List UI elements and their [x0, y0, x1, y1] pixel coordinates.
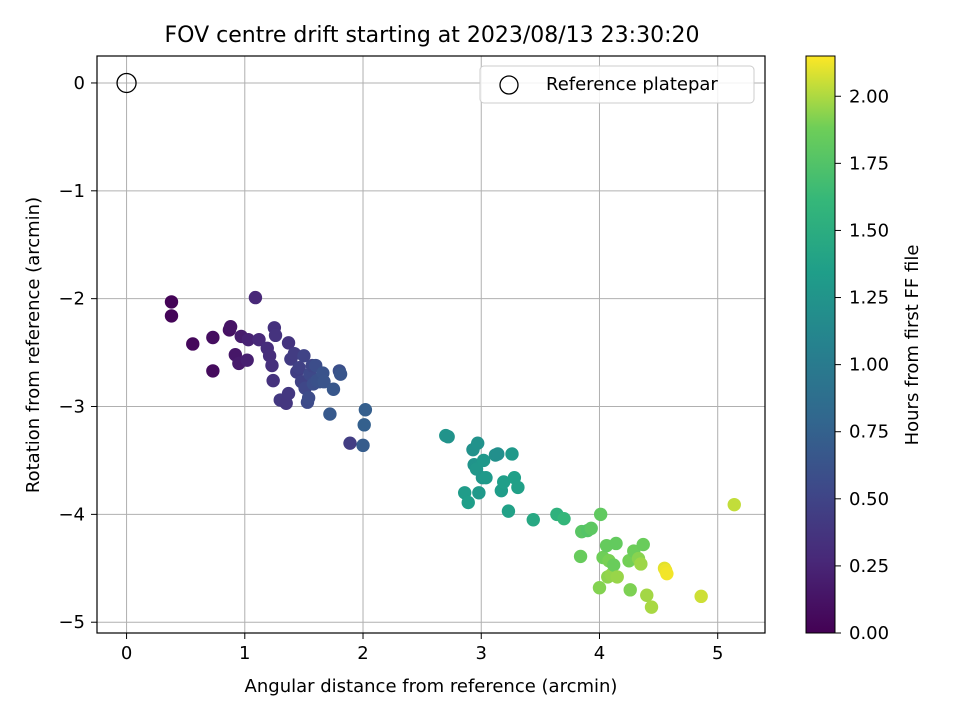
data-point — [526, 513, 540, 527]
data-point — [252, 332, 266, 347]
colorbar-label: Hours from first FF file — [902, 245, 923, 446]
data-point — [281, 386, 296, 401]
data-point — [476, 453, 491, 468]
data-point — [240, 353, 254, 367]
data-point — [317, 375, 331, 389]
data-point — [301, 391, 316, 405]
data-point — [472, 486, 486, 500]
data-point — [497, 475, 511, 489]
data-point — [584, 521, 598, 536]
data-point — [660, 566, 674, 581]
colorbar-tick-label: 1.00 — [849, 355, 889, 376]
data-point — [357, 418, 371, 432]
data-point — [248, 290, 263, 305]
data-point — [356, 438, 370, 453]
reference-point — [116, 72, 137, 94]
colorbar-ticks: 0.00 0.25 0.50 0.75 1.00 1.25 1.50 1.75 2.00 — [835, 86, 889, 644]
y-axis-ticks: 0 −1 −2 −3 −4 −5 — [58, 73, 97, 633]
y-tick-label: −5 — [58, 612, 85, 633]
data-point — [333, 367, 348, 381]
data-point — [206, 364, 220, 378]
x-axis-label: Angular distance from reference (arcmin) — [245, 676, 618, 697]
data-point — [164, 309, 179, 323]
chart-title: FOV centre drift starting at 2023/08/13 … — [165, 23, 700, 48]
colorbar — [805, 55, 836, 634]
data-point — [164, 295, 179, 309]
data-point — [644, 600, 659, 614]
y-tick-label: 0 — [74, 73, 85, 94]
scatter-points — [116, 72, 741, 614]
data-point — [491, 447, 505, 461]
data-point — [186, 337, 200, 351]
legend: Reference platepar — [479, 65, 755, 104]
data-point — [265, 358, 279, 373]
colorbar-tick-label: 2.00 — [849, 86, 889, 107]
legend-box — [479, 65, 755, 104]
data-point — [640, 588, 654, 602]
colorbar-tick-label: 1.75 — [849, 153, 889, 174]
data-point — [573, 549, 588, 564]
data-point — [479, 470, 493, 485]
data-point — [727, 497, 741, 512]
data-point — [609, 536, 623, 551]
x-tick-label: 5 — [712, 643, 723, 664]
data-point — [441, 430, 455, 444]
legend-label: Reference platepar — [546, 74, 718, 95]
data-point — [461, 495, 475, 510]
data-point — [471, 436, 485, 450]
data-point — [557, 511, 571, 526]
data-point — [636, 537, 650, 552]
data-point — [634, 557, 648, 571]
x-tick-label: 1 — [239, 643, 250, 664]
data-point — [292, 360, 306, 375]
data-point — [694, 589, 708, 604]
data-point — [593, 507, 608, 522]
data-point — [606, 558, 621, 572]
data-point — [223, 320, 238, 334]
y-tick-label: −1 — [58, 181, 85, 202]
data-point — [501, 504, 516, 518]
data-point — [511, 480, 525, 495]
colorbar-tick-label: 0.00 — [849, 623, 889, 644]
data-point — [297, 349, 311, 363]
data-point — [358, 403, 373, 417]
data-point — [281, 336, 296, 350]
data-point — [326, 382, 341, 396]
x-tick-label: 3 — [476, 643, 487, 664]
x-tick-label: 4 — [594, 643, 605, 664]
data-point — [592, 581, 607, 595]
y-tick-label: −3 — [58, 397, 85, 418]
x-tick-label: 2 — [357, 643, 368, 664]
x-axis-ticks: 0 1 2 3 4 5 — [121, 633, 723, 664]
y-axis-label: Rotation from reference (arcmin) — [23, 197, 44, 493]
colorbar-tick-label: 0.50 — [849, 489, 889, 510]
colorbar-tick-label: 1.50 — [849, 220, 889, 241]
data-point — [323, 407, 337, 421]
data-point — [505, 447, 519, 461]
colorbar-tick-label: 0.25 — [849, 556, 889, 577]
data-point — [266, 373, 280, 388]
data-point — [343, 436, 357, 450]
colorbar-tick-label: 0.75 — [849, 422, 889, 443]
y-tick-label: −4 — [58, 504, 85, 525]
data-point — [610, 570, 624, 584]
data-point — [268, 328, 283, 343]
reference-marker-icon — [499, 75, 519, 95]
data-point — [623, 583, 637, 597]
plot-area-frame — [96, 55, 766, 634]
colorbar-tick-label: 1.25 — [849, 288, 889, 309]
data-point — [241, 332, 256, 347]
y-tick-label: −2 — [58, 289, 85, 310]
x-tick-label: 0 — [121, 643, 132, 664]
data-point — [206, 330, 220, 345]
